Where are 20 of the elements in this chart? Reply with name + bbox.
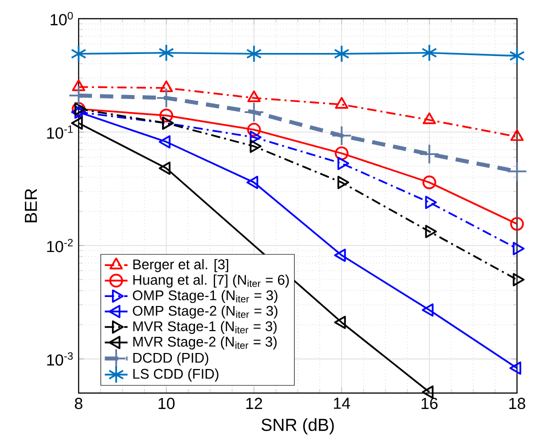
x-axis-title: SNR (dB) [262,418,334,435]
x-tick-label: 8 [74,398,82,410]
x-tick-label: 18 [509,398,526,410]
legend-label: MVR Stage-1 (N$_{iter}$ = 3) [133,321,277,334]
x-tick-label: 14 [334,398,350,409]
legend-label: DCDD (PID) [133,352,208,366]
x-tick-label: 16 [422,398,438,410]
legend-label: LS CDD (FID) [133,368,218,382]
x-tick-label: 10 [158,398,175,410]
legend-label: MVR Stage-2 (N$_{iter}$ = 3) [133,336,277,350]
y-tick-label: 10$^{-3}$ [47,352,73,366]
y-tick-label: 10$^{-1}$ [47,126,73,139]
legend-label: OMP Stage-1 (N$_{iter}$ = 3) [132,290,278,304]
y-axis-title: BER [24,189,37,222]
legend-label: OMP Stage-2 (N$_{iter}$ = 3) [132,306,278,319]
x-tick-label: 12 [246,398,262,410]
legend-label: Berger et al. [3] [133,259,228,272]
y-tick-label: 10$^{0}$ [50,12,73,26]
y-tick-label: 10$^{-2}$ [47,238,73,252]
legend-label: Huang et al. [7] (N$_{iter}$ = 6) [133,274,289,288]
